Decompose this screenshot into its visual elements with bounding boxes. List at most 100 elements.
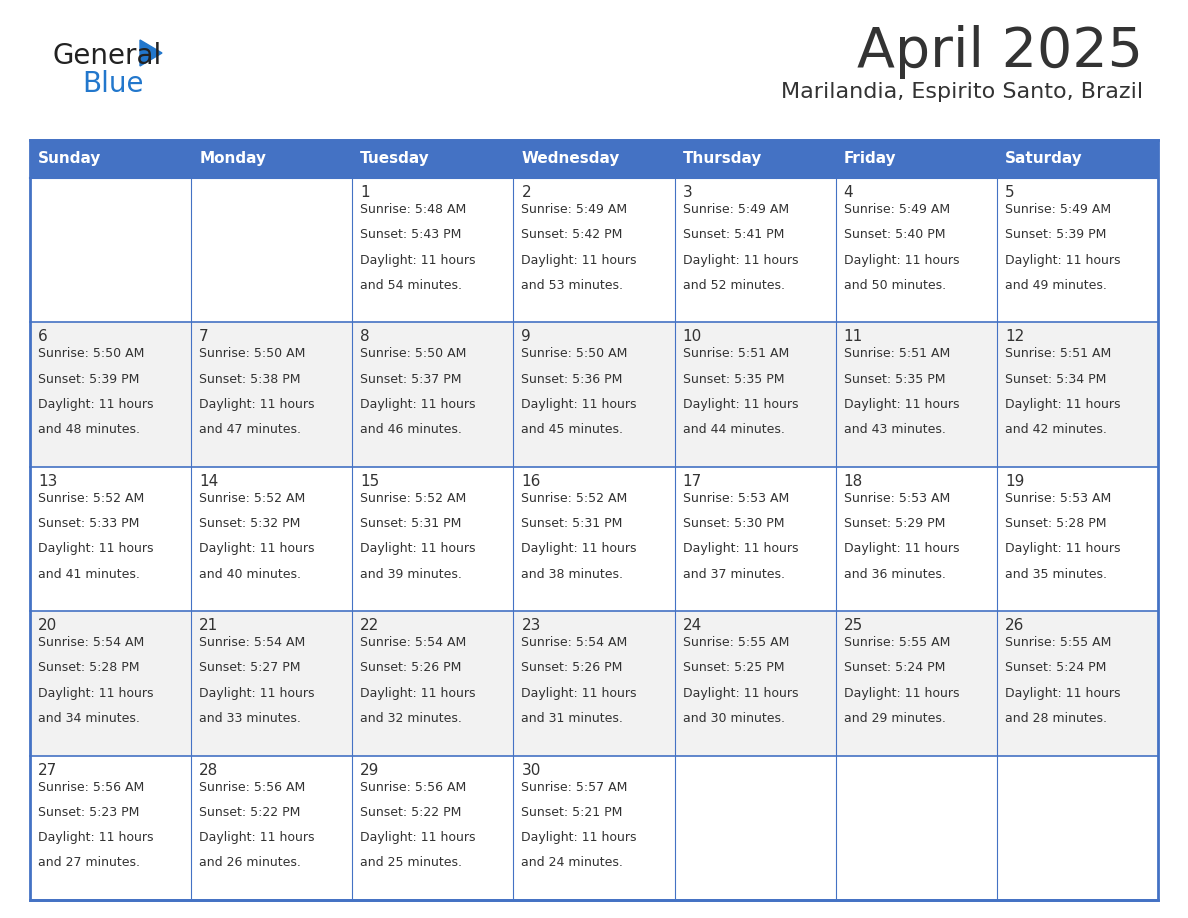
Text: Daylight: 11 hours: Daylight: 11 hours: [683, 253, 798, 266]
Text: 21: 21: [200, 618, 219, 633]
Text: Sunrise: 5:50 AM: Sunrise: 5:50 AM: [360, 347, 467, 361]
Text: Friday: Friday: [843, 151, 896, 165]
Text: Daylight: 11 hours: Daylight: 11 hours: [200, 687, 315, 700]
Text: Daylight: 11 hours: Daylight: 11 hours: [38, 543, 153, 555]
Text: and 26 minutes.: and 26 minutes.: [200, 856, 301, 869]
Text: and 37 minutes.: and 37 minutes.: [683, 567, 784, 580]
Text: 29: 29: [360, 763, 380, 778]
Text: and 50 minutes.: and 50 minutes.: [843, 279, 946, 292]
Text: April 2025: April 2025: [857, 25, 1143, 79]
Text: Marilandia, Espirito Santo, Brazil: Marilandia, Espirito Santo, Brazil: [781, 82, 1143, 102]
Bar: [30, 140, 1158, 900]
Text: Sunrise: 5:50 AM: Sunrise: 5:50 AM: [522, 347, 627, 361]
Text: 13: 13: [38, 474, 57, 488]
Text: and 46 minutes.: and 46 minutes.: [360, 423, 462, 436]
Text: Sunset: 5:39 PM: Sunset: 5:39 PM: [38, 373, 139, 386]
Text: and 24 minutes.: and 24 minutes.: [522, 856, 624, 869]
Text: Daylight: 11 hours: Daylight: 11 hours: [522, 831, 637, 845]
Text: and 43 minutes.: and 43 minutes.: [843, 423, 946, 436]
Text: 25: 25: [843, 618, 862, 633]
Text: Daylight: 11 hours: Daylight: 11 hours: [360, 831, 475, 845]
Text: Daylight: 11 hours: Daylight: 11 hours: [522, 253, 637, 266]
Text: Sunrise: 5:53 AM: Sunrise: 5:53 AM: [683, 492, 789, 505]
Text: 16: 16: [522, 474, 541, 488]
Text: 19: 19: [1005, 474, 1024, 488]
Text: Sunset: 5:26 PM: Sunset: 5:26 PM: [522, 662, 623, 675]
Text: Sunrise: 5:52 AM: Sunrise: 5:52 AM: [200, 492, 305, 505]
Text: 10: 10: [683, 330, 702, 344]
Text: and 27 minutes.: and 27 minutes.: [38, 856, 140, 869]
Text: and 29 minutes.: and 29 minutes.: [843, 712, 946, 725]
Text: 8: 8: [360, 330, 369, 344]
Text: Daylight: 11 hours: Daylight: 11 hours: [1005, 253, 1120, 266]
Text: Sunset: 5:26 PM: Sunset: 5:26 PM: [360, 662, 462, 675]
Bar: [30, 140, 1158, 178]
Text: Sunrise: 5:53 AM: Sunrise: 5:53 AM: [1005, 492, 1111, 505]
Text: Daylight: 11 hours: Daylight: 11 hours: [360, 253, 475, 266]
Text: 11: 11: [843, 330, 862, 344]
Text: Saturday: Saturday: [1005, 151, 1082, 165]
Text: 20: 20: [38, 618, 57, 633]
Text: Sunrise: 5:51 AM: Sunrise: 5:51 AM: [1005, 347, 1111, 361]
Text: Sunday: Sunday: [38, 151, 101, 165]
Text: 26: 26: [1005, 618, 1024, 633]
Text: Daylight: 11 hours: Daylight: 11 hours: [522, 687, 637, 700]
Text: Sunset: 5:31 PM: Sunset: 5:31 PM: [360, 517, 462, 530]
Text: Daylight: 11 hours: Daylight: 11 hours: [843, 253, 959, 266]
Bar: [30, 756, 1158, 900]
Text: Daylight: 11 hours: Daylight: 11 hours: [360, 543, 475, 555]
Text: General: General: [52, 42, 162, 70]
Text: Sunrise: 5:50 AM: Sunrise: 5:50 AM: [200, 347, 305, 361]
Text: and 35 minutes.: and 35 minutes.: [1005, 567, 1107, 580]
Text: and 45 minutes.: and 45 minutes.: [522, 423, 624, 436]
Text: Daylight: 11 hours: Daylight: 11 hours: [1005, 543, 1120, 555]
Text: Sunset: 5:28 PM: Sunset: 5:28 PM: [38, 662, 139, 675]
Text: Daylight: 11 hours: Daylight: 11 hours: [200, 397, 315, 411]
Text: Blue: Blue: [82, 70, 144, 98]
Text: and 28 minutes.: and 28 minutes.: [1005, 712, 1107, 725]
Text: Sunrise: 5:49 AM: Sunrise: 5:49 AM: [522, 203, 627, 216]
Text: Sunset: 5:40 PM: Sunset: 5:40 PM: [843, 229, 946, 241]
Text: Daylight: 11 hours: Daylight: 11 hours: [38, 397, 153, 411]
Text: and 54 minutes.: and 54 minutes.: [360, 279, 462, 292]
Text: 22: 22: [360, 618, 379, 633]
Text: Sunset: 5:31 PM: Sunset: 5:31 PM: [522, 517, 623, 530]
Text: Tuesday: Tuesday: [360, 151, 430, 165]
Text: 24: 24: [683, 618, 702, 633]
Text: Sunrise: 5:52 AM: Sunrise: 5:52 AM: [38, 492, 144, 505]
Text: Sunrise: 5:53 AM: Sunrise: 5:53 AM: [843, 492, 950, 505]
Text: and 36 minutes.: and 36 minutes.: [843, 567, 946, 580]
Text: Daylight: 11 hours: Daylight: 11 hours: [683, 543, 798, 555]
Text: and 52 minutes.: and 52 minutes.: [683, 279, 784, 292]
Text: 2: 2: [522, 185, 531, 200]
Text: Sunrise: 5:52 AM: Sunrise: 5:52 AM: [522, 492, 627, 505]
Text: 6: 6: [38, 330, 48, 344]
Text: Sunset: 5:25 PM: Sunset: 5:25 PM: [683, 662, 784, 675]
Text: Sunrise: 5:51 AM: Sunrise: 5:51 AM: [683, 347, 789, 361]
Text: and 25 minutes.: and 25 minutes.: [360, 856, 462, 869]
Text: Daylight: 11 hours: Daylight: 11 hours: [200, 543, 315, 555]
Text: and 30 minutes.: and 30 minutes.: [683, 712, 784, 725]
Text: Thursday: Thursday: [683, 151, 762, 165]
Text: and 33 minutes.: and 33 minutes.: [200, 712, 301, 725]
Text: Daylight: 11 hours: Daylight: 11 hours: [843, 543, 959, 555]
Text: Sunrise: 5:49 AM: Sunrise: 5:49 AM: [1005, 203, 1111, 216]
Text: 17: 17: [683, 474, 702, 488]
Text: and 40 minutes.: and 40 minutes.: [200, 567, 301, 580]
Text: Sunset: 5:35 PM: Sunset: 5:35 PM: [843, 373, 946, 386]
Text: Sunrise: 5:48 AM: Sunrise: 5:48 AM: [360, 203, 467, 216]
Text: Sunrise: 5:56 AM: Sunrise: 5:56 AM: [360, 780, 467, 793]
Polygon shape: [140, 40, 162, 66]
Text: Sunset: 5:28 PM: Sunset: 5:28 PM: [1005, 517, 1106, 530]
Text: Daylight: 11 hours: Daylight: 11 hours: [522, 543, 637, 555]
Text: Sunrise: 5:54 AM: Sunrise: 5:54 AM: [38, 636, 144, 649]
Text: 5: 5: [1005, 185, 1015, 200]
Text: Sunset: 5:37 PM: Sunset: 5:37 PM: [360, 373, 462, 386]
Text: Daylight: 11 hours: Daylight: 11 hours: [200, 831, 315, 845]
Text: and 32 minutes.: and 32 minutes.: [360, 712, 462, 725]
Bar: [30, 322, 1158, 466]
Text: Sunset: 5:38 PM: Sunset: 5:38 PM: [200, 373, 301, 386]
Text: Sunset: 5:42 PM: Sunset: 5:42 PM: [522, 229, 623, 241]
Text: 30: 30: [522, 763, 541, 778]
Text: Sunset: 5:32 PM: Sunset: 5:32 PM: [200, 517, 301, 530]
